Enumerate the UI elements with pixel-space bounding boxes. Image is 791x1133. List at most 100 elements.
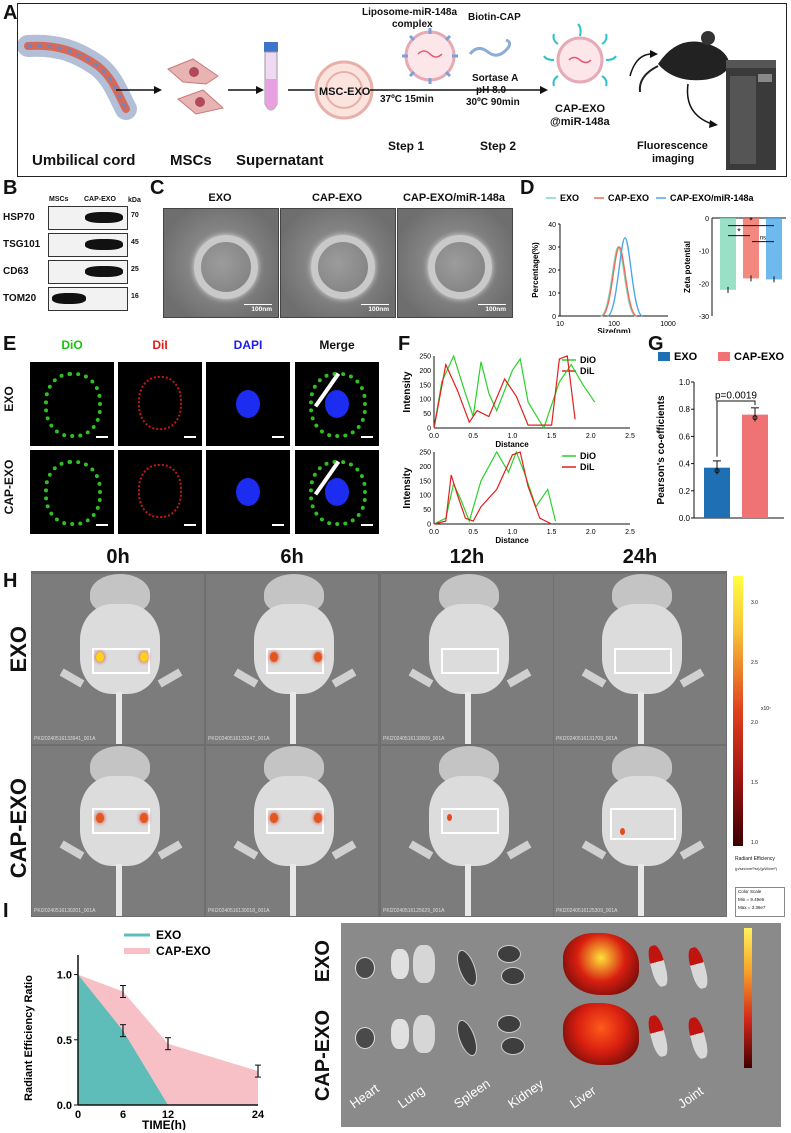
x-tick: 1000 xyxy=(660,321,676,328)
y-tick: 250 xyxy=(419,450,431,457)
color-scale-box: Color Scale Min = 9.49e6 Max = 3.36e7 xyxy=(735,887,785,917)
panel-b-letter: B xyxy=(3,177,18,199)
y-tick: 0.4 xyxy=(679,460,691,469)
label-umbilical-cord: Umbilical cord xyxy=(32,152,136,169)
mouse-tail xyxy=(116,692,122,744)
legend-label: EXO xyxy=(674,352,698,363)
organ-kidney xyxy=(501,967,525,985)
x-axis-label: Size(nm) xyxy=(597,327,631,333)
x-tick: 10 xyxy=(556,321,564,328)
cell-membrane xyxy=(44,372,102,438)
label-step1: Step 1 xyxy=(388,139,425,153)
cap-exo-vesicle xyxy=(543,23,617,87)
legend-label: CAP-EXO/miR-148a xyxy=(670,193,755,203)
color-scale-title: Radiant Efficiency xyxy=(735,856,775,862)
fluor-signal xyxy=(96,652,104,662)
western-kda: 45 xyxy=(131,239,139,246)
imager-graphic xyxy=(726,60,776,170)
legend-label: CAP-EXO xyxy=(156,944,211,958)
y-tick: 0 xyxy=(427,522,431,529)
y-tick: 0 xyxy=(427,426,431,433)
zeta-y-tick: -20 xyxy=(699,281,709,288)
time-label: 6h xyxy=(280,546,304,568)
fluor-signal xyxy=(140,813,148,823)
intensity-profile-charts: 0 50 100 150 200 250 0.0 0.5 1.0 1.5 2.0 2.5 Distanc… xyxy=(402,354,635,546)
y-axis-label: Pearson's co-efficients xyxy=(656,395,667,505)
mouse-leg xyxy=(408,840,434,860)
label-mscs: MSCs xyxy=(170,152,212,169)
dil-trace xyxy=(433,355,576,429)
fluor-signal xyxy=(620,828,625,835)
cell-membrane xyxy=(138,376,182,430)
y-tick: 0.5 xyxy=(57,1035,72,1047)
confocal-cell xyxy=(118,450,202,534)
mouse-leg xyxy=(59,668,85,688)
western-kda: 16 xyxy=(131,293,139,300)
color-scale-tick: 2.0 xyxy=(751,720,758,726)
label-supernatant: Supernatant xyxy=(236,152,324,169)
confocal-row-label: EXO xyxy=(2,386,16,412)
label-cond1: 37ºC 15min xyxy=(380,94,434,105)
mouse-leg xyxy=(506,840,532,860)
organ-color-scale xyxy=(744,928,752,1068)
y-tick: 1.0 xyxy=(679,378,691,387)
western-kda-unit: kDa xyxy=(128,197,141,204)
organ-joint xyxy=(685,945,711,991)
organ-kidney xyxy=(497,945,521,963)
image-id: PKI20240516125309_001A xyxy=(556,908,618,914)
legend-label: DiL xyxy=(580,366,595,376)
pearson-bar-chart: EXO CAP-EXO 1.0 0.8 0.6 0.4 0.2 0.0 Pearson's co… xyxy=(656,352,785,523)
scale-bar xyxy=(361,524,373,526)
organ-label: Joint xyxy=(675,1083,707,1112)
x-tick: 1.5 xyxy=(547,433,557,440)
zeta-bar xyxy=(720,218,736,290)
y-axis-label: Percentage(%) xyxy=(531,242,540,298)
mouse-leg xyxy=(331,668,357,688)
label-imaging: imaging xyxy=(652,153,695,165)
pearson-bar xyxy=(742,414,768,518)
western-row-label: HSP70 xyxy=(3,212,35,223)
x-tick: 0 xyxy=(75,1109,81,1121)
panel-c-letter: C xyxy=(150,177,165,199)
confocal-row-label: CAP-EXO xyxy=(2,459,16,515)
confocal-cell xyxy=(295,362,379,446)
y-tick: 30 xyxy=(548,245,556,252)
panel-a-diagram xyxy=(18,23,776,170)
mouse-leg xyxy=(581,840,607,860)
color-scale-max: Max = 3.36e7 xyxy=(738,905,766,910)
fluor-signal xyxy=(270,813,278,823)
y-tick: 40 xyxy=(548,222,556,229)
mouse-leg xyxy=(679,668,705,688)
x-tick: 1.5 xyxy=(547,529,557,536)
mouse-leg xyxy=(157,668,183,688)
pearson-bar xyxy=(704,467,730,518)
organ-lung xyxy=(391,949,409,979)
confocal-cell xyxy=(206,450,290,534)
mouse-tail xyxy=(290,692,296,744)
western-band xyxy=(85,266,123,277)
y-tick: 200 xyxy=(419,464,431,471)
data-point xyxy=(714,468,720,474)
cell-membrane xyxy=(138,464,182,518)
y-tick: 1.0 xyxy=(57,970,72,982)
image-id: PKI20240516133009_001A xyxy=(383,736,445,742)
organ-joint xyxy=(645,943,671,989)
western-band xyxy=(52,293,86,304)
zeta-y-tick: -10 xyxy=(699,249,709,256)
tem-title: CAP-EXO xyxy=(311,192,363,204)
label-sortase: Sortase A xyxy=(472,73,519,84)
organ-label: Kidney xyxy=(505,1076,547,1112)
zeta-bar xyxy=(743,218,759,279)
y-tick: 50 xyxy=(423,411,431,418)
p-value: p=0.0019 xyxy=(715,390,757,401)
western-col-cap-exo: CAP-EXO xyxy=(84,196,116,203)
size-series-line xyxy=(606,237,644,317)
x-tick: 1.0 xyxy=(508,433,518,440)
ivis-cell: PKI20240516133941_001A xyxy=(32,574,204,744)
vesicle-ring xyxy=(311,235,375,299)
panel-e-letter: E xyxy=(3,333,17,355)
zeta-y-tick: -30 xyxy=(699,314,709,321)
image-id: PKI20240516125629_001A xyxy=(383,908,445,914)
western-strip xyxy=(48,206,128,230)
